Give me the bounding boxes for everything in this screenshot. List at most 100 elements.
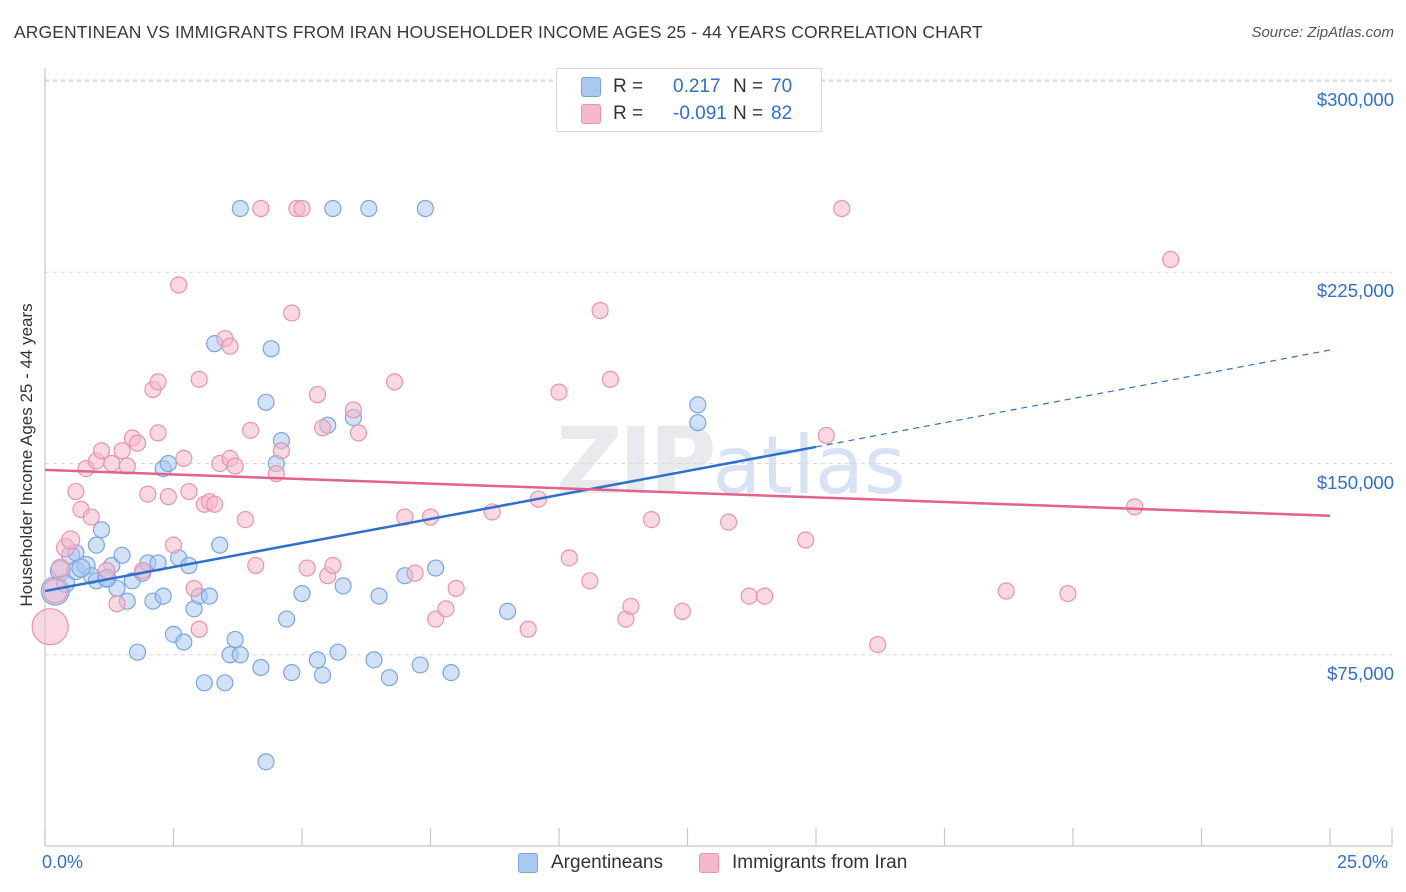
iran-point <box>67 482 85 501</box>
legend-n-label: N = <box>733 103 764 124</box>
iran-point <box>190 620 208 638</box>
iran-point <box>128 434 147 452</box>
series-swatch-pink <box>699 853 719 873</box>
argentinean-point <box>159 454 177 473</box>
iran-point <box>293 199 311 218</box>
iran-point <box>92 442 111 460</box>
argentinean-point <box>200 587 219 605</box>
iran-point <box>164 536 183 554</box>
y-tick-label: $75,000 <box>1327 662 1394 684</box>
argentinean-point <box>329 643 347 661</box>
argentinean-point <box>231 199 249 218</box>
iran-trend-line <box>44 468 1331 518</box>
argentinean-point <box>334 577 352 595</box>
correlation-legend: R = 0.217 N = 70 R = -0.091 N = 82 <box>556 68 822 132</box>
iran-point <box>673 602 691 621</box>
series-label: Argentineans <box>551 852 663 873</box>
iran-point <box>42 578 68 604</box>
argentinean-point <box>257 753 275 771</box>
argentinean-point <box>113 546 131 564</box>
iran-point <box>175 449 193 467</box>
iran-point <box>396 508 414 526</box>
iran-point <box>344 401 362 419</box>
legend-swatch-blue <box>581 77 601 97</box>
argentinean-point <box>195 674 213 692</box>
axes <box>44 68 1393 847</box>
argentinean-trend-extension <box>815 349 1331 448</box>
iran-point <box>149 424 167 442</box>
iran-point <box>1059 584 1077 603</box>
argentinean-point <box>499 602 517 621</box>
argentinean-point <box>262 340 280 358</box>
trend-lines <box>44 349 1331 593</box>
iran-point <box>82 508 100 526</box>
iran-point <box>519 620 537 638</box>
iran-point <box>31 608 69 646</box>
iran-point <box>108 595 126 613</box>
iran-point <box>98 561 116 580</box>
legend-n-label: N = <box>733 76 764 97</box>
iran-point <box>247 556 265 575</box>
iran-point <box>797 531 815 549</box>
iran-point <box>817 426 835 445</box>
argentinean-point <box>411 656 429 674</box>
iran-point <box>997 582 1015 600</box>
iran-point <box>581 572 599 590</box>
legend-r-value: -0.091 <box>673 103 727 124</box>
legend-r-label: R = <box>613 76 644 97</box>
iran-point <box>601 370 620 388</box>
iran-point <box>642 510 661 529</box>
argentinean-point <box>211 536 229 554</box>
iran-point <box>755 587 774 605</box>
iran-point <box>720 513 738 531</box>
iran-point <box>298 559 316 577</box>
legend-swatch-pink <box>581 104 601 124</box>
series-swatch-blue <box>518 853 538 873</box>
iran-point <box>113 442 131 460</box>
argentinean-trend-line <box>44 445 817 593</box>
iran-point <box>272 442 291 460</box>
iran-point <box>226 457 244 475</box>
series-label: Immigrants from Iran <box>732 852 908 873</box>
iran-point <box>221 337 239 355</box>
legend-r-value: 0.217 <box>673 76 721 97</box>
argentinean-point <box>87 536 106 554</box>
iran-point <box>190 370 208 388</box>
x-tick-label-min: 0.0% <box>42 852 84 872</box>
argentinean-point <box>416 199 434 218</box>
argentinean-point <box>360 199 378 218</box>
argentinean-point <box>216 674 234 692</box>
argentinean-point <box>92 521 111 539</box>
argentinean-point <box>252 658 270 677</box>
y-tick-label: $150,000 <box>1316 471 1394 493</box>
iran-point <box>740 587 758 605</box>
iran-point <box>324 556 342 575</box>
iran-point <box>869 635 887 654</box>
iran-point <box>185 579 203 598</box>
argentinean-point <box>175 633 193 651</box>
chart-title: ARGENTINEAN VS IMMIGRANTS FROM IRAN HOUS… <box>14 22 983 42</box>
iran-point <box>313 419 332 437</box>
y-axis-label: Householder Income Ages 25 - 44 years <box>17 303 36 607</box>
argentinean-point <box>365 651 383 669</box>
argentinean-point <box>689 414 707 432</box>
iran-point <box>385 373 404 391</box>
argentinean-point <box>277 610 296 628</box>
argentinean-point <box>370 587 388 605</box>
iran-point <box>170 276 188 294</box>
y-tick-label: $300,000 <box>1316 89 1394 110</box>
iran-point <box>308 386 327 404</box>
iran-point <box>349 424 368 442</box>
argentinean-point <box>128 643 147 661</box>
x-tick-label-max: 25.0% <box>1337 852 1389 872</box>
iran-point <box>206 495 224 513</box>
argentinean-point <box>71 558 91 578</box>
argentinean-point <box>442 663 460 682</box>
iran-point <box>61 530 81 550</box>
data-points <box>31 199 1180 771</box>
argentinean-point <box>226 630 244 649</box>
argentinean-point <box>293 584 311 603</box>
legend-n-value: 82 <box>771 103 793 124</box>
iran-point <box>159 488 177 506</box>
argentinean-point <box>154 587 172 605</box>
